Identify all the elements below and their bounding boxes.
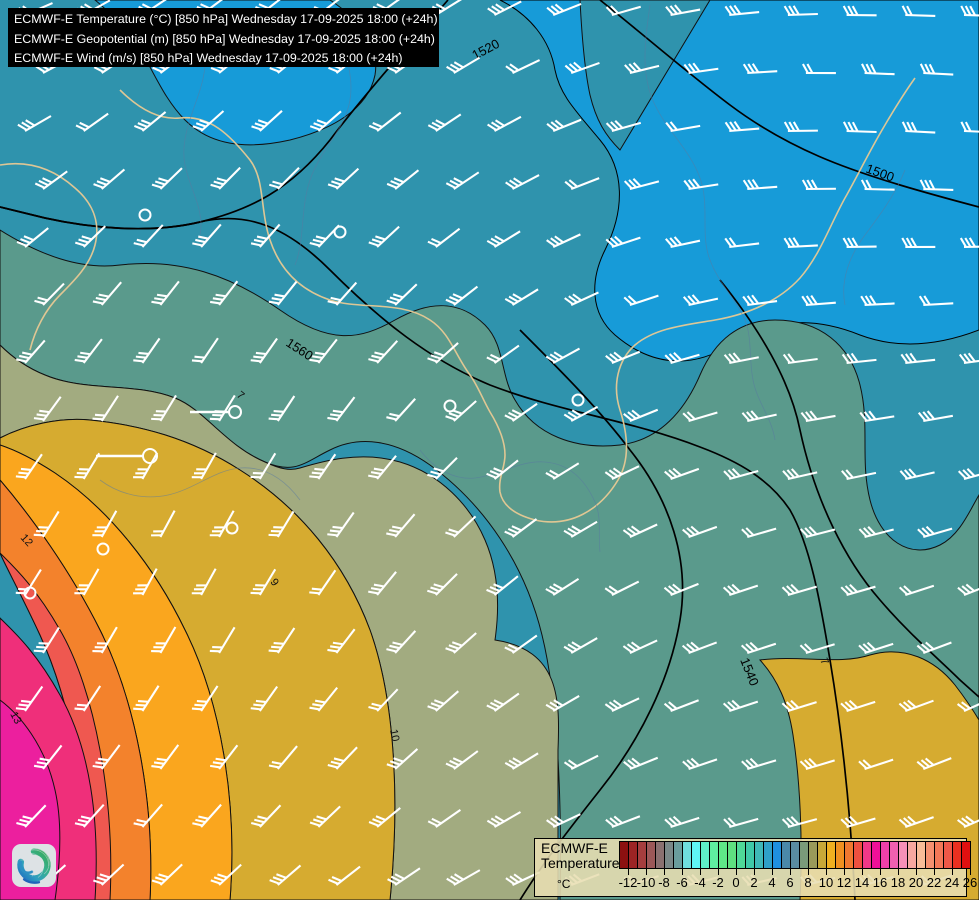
svg-text:10: 10 — [387, 728, 401, 742]
